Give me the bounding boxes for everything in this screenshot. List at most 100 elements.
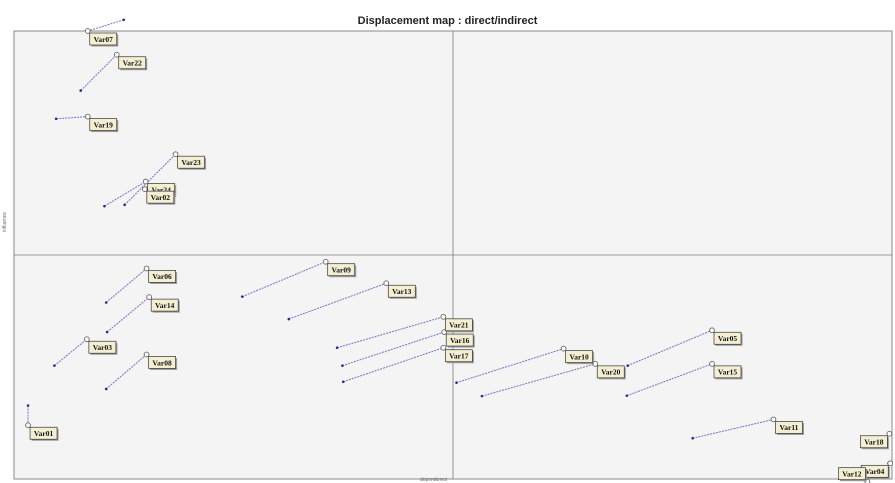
label-text-var24: Var24 <box>152 185 172 194</box>
arrow-head-var17 <box>440 344 447 351</box>
label-text-var07: Var07 <box>94 35 114 44</box>
arrow-head-var02 <box>141 186 148 192</box>
arrow-head-var08 <box>143 351 150 358</box>
arrow-head-var11 <box>770 416 777 423</box>
label-var03: Var03 <box>88 340 118 355</box>
label-text-var05: Var05 <box>718 334 738 343</box>
arrow-line-var24 <box>104 181 146 207</box>
label-text-var23: Var23 <box>181 158 201 167</box>
label-box-var10 <box>565 350 593 363</box>
arrow-head-var19 <box>84 113 91 120</box>
arrow-head-var23 <box>172 151 179 158</box>
label-var19: Var19 <box>89 118 119 133</box>
arrow-line-var21 <box>336 316 444 349</box>
arrow-head-var15 <box>709 361 715 367</box>
x-axis-label: dependence <box>420 477 448 483</box>
arrow-line-var20 <box>481 363 596 397</box>
label-var08: Var08 <box>148 356 178 370</box>
arrow-start-var07 <box>122 18 126 22</box>
label-var01: Var01 <box>29 426 59 441</box>
arrow-line-var15 <box>626 363 713 397</box>
label-text-var12: Var12 <box>842 469 862 478</box>
arrow-head-var18 <box>886 430 893 437</box>
label-var18: Var18 <box>860 435 889 450</box>
arrow-start-var23 <box>123 203 126 207</box>
arrow-start-var19 <box>54 117 58 121</box>
arrow-head-var06 <box>143 265 150 272</box>
label-var14: Var14 <box>150 298 180 313</box>
label-var02: Var02 <box>146 190 176 205</box>
label-box-var17 <box>444 349 473 363</box>
label-var05: Var05 <box>713 331 743 346</box>
label-text-var13: Var13 <box>392 287 412 296</box>
label-box-var12 <box>838 467 866 481</box>
label-text-var09: Var09 <box>332 266 352 275</box>
label-box-var21 <box>444 318 473 332</box>
label-text-var10: Var10 <box>569 352 589 361</box>
arrow-start-var09 <box>240 295 244 298</box>
label-box-var03 <box>88 340 117 354</box>
label-text-var11: Var11 <box>780 423 799 432</box>
label-box-var05 <box>713 331 742 345</box>
arrow-start-var10 <box>455 381 458 384</box>
label-text-var20: Var20 <box>601 368 621 377</box>
arrow-head-var22 <box>113 51 120 58</box>
arrow-start-var06 <box>104 301 108 304</box>
arrow-head-var10 <box>560 345 567 352</box>
arrow-line-var19 <box>56 116 88 120</box>
label-box-var11 <box>775 421 803 434</box>
arrow-line-var14 <box>106 296 150 333</box>
label-var12: Var12 <box>838 467 867 482</box>
label-box-var19 <box>89 118 118 131</box>
label-text-var06: Var06 <box>152 272 172 281</box>
label-box-var23 <box>177 155 205 169</box>
arrow-start-var11 <box>691 436 694 440</box>
label-box-var09 <box>327 263 356 277</box>
arrow-start-var16 <box>341 364 344 367</box>
arrow-line-var03 <box>54 338 88 367</box>
arrow-head-var21 <box>440 313 447 320</box>
label-var04: Var04 <box>860 464 890 479</box>
label-var13: Var13 <box>387 284 417 299</box>
arrow-start-var17 <box>341 380 345 384</box>
label-box-var14 <box>150 298 179 312</box>
arrow-start-var21 <box>335 346 339 350</box>
arrow-line-var13 <box>288 282 387 320</box>
arrow-head-var09 <box>322 258 329 265</box>
arrow-start-var05 <box>626 364 630 367</box>
arrow-head-var07 <box>84 28 91 34</box>
label-text-var01: Var01 <box>34 429 54 438</box>
label-text-var22: Var22 <box>123 59 143 68</box>
label-box-var02 <box>146 190 175 204</box>
arrow-line-var05 <box>627 329 713 367</box>
label-box-var13 <box>387 284 416 298</box>
arrow-head-var05 <box>709 327 715 334</box>
chart-title: Displacement map : direct/indirect <box>357 15 538 27</box>
arrow-start-var14 <box>105 330 109 334</box>
arrow-start-var13 <box>287 317 291 321</box>
arrow-start-var01 <box>26 404 30 407</box>
label-text-var02: Var02 <box>151 193 171 202</box>
label-text-var03: Var03 <box>93 343 113 352</box>
label-box-var06 <box>148 270 176 283</box>
arrow-start-var20 <box>480 394 484 398</box>
arrow-head-var13 <box>383 280 390 287</box>
arrow-line-var11 <box>692 418 774 439</box>
label-text-var17: Var17 <box>449 352 469 361</box>
label-var17: Var17 <box>444 349 474 364</box>
label-var15: Var15 <box>713 365 743 380</box>
arrow-start-var15 <box>625 394 629 397</box>
arrow-start-var03 <box>53 364 56 367</box>
arrow-line-var17 <box>343 347 444 383</box>
label-var16: Var16 <box>445 333 475 348</box>
label-var07: Var07 <box>89 32 119 47</box>
arrow-line-var09 <box>242 261 326 298</box>
label-box-var16 <box>445 333 474 347</box>
arrow-marks-group <box>25 18 894 483</box>
arrow-start-var08 <box>104 387 108 391</box>
label-box-var07 <box>89 32 118 46</box>
arrow-head-var04 <box>887 460 894 467</box>
arrow-head-var14 <box>146 294 153 300</box>
